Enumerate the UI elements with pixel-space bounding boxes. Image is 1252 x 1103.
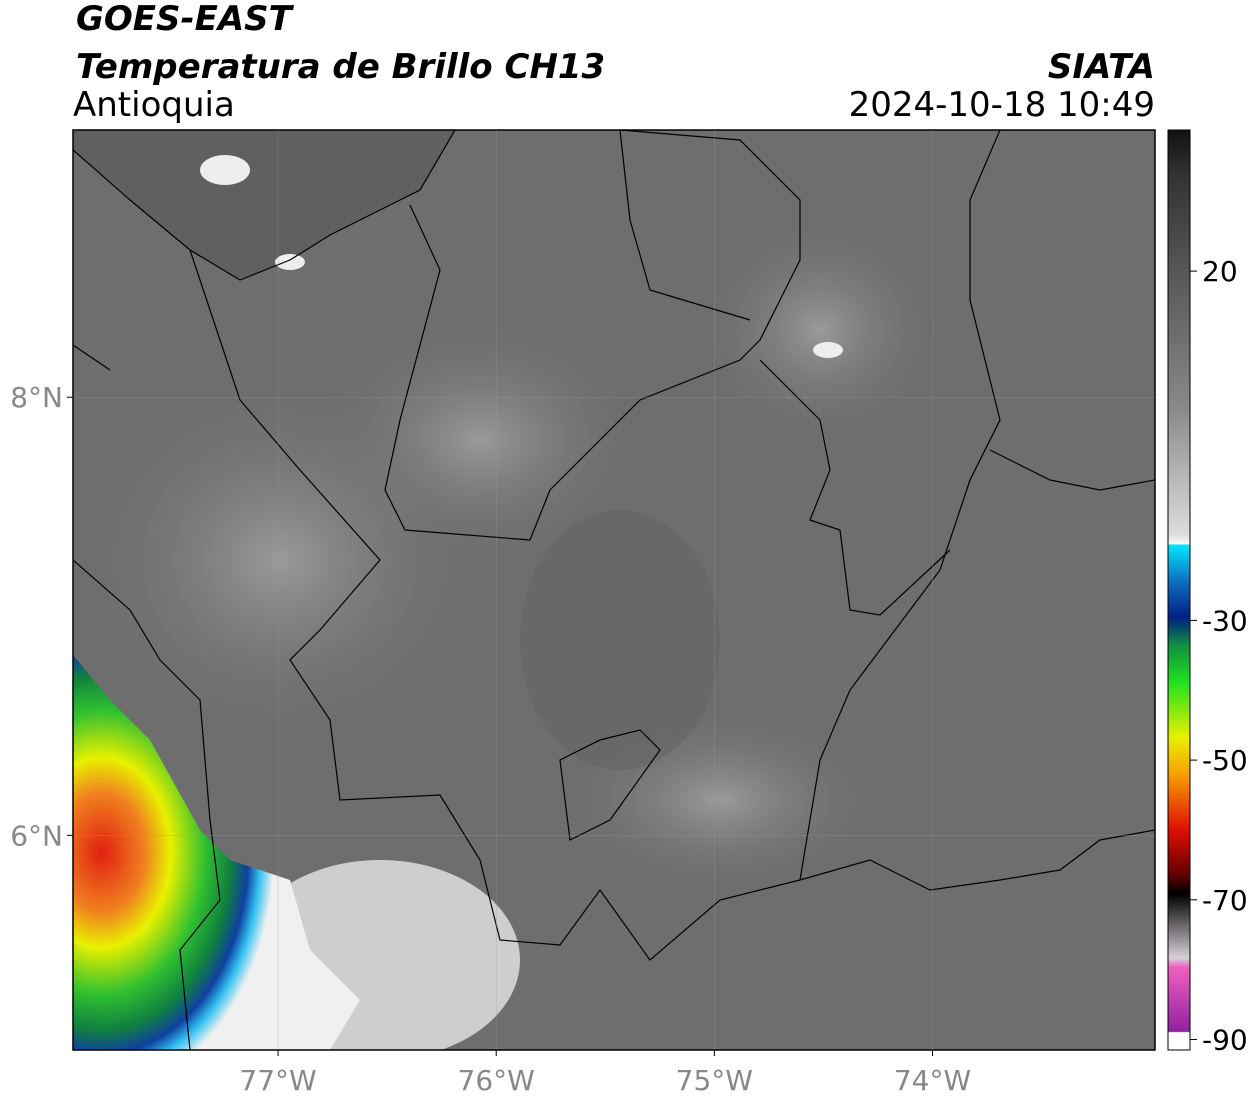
- region: Antioquia: [73, 85, 235, 125]
- source: SIATA: [1048, 47, 1155, 87]
- lon-label: 74°W: [894, 1064, 971, 1097]
- colorbar-label: -70: [1202, 884, 1248, 917]
- satellite-image: [73, 130, 1155, 1050]
- colorbar-label: -30: [1202, 604, 1248, 637]
- colorbar: [1167, 129, 1191, 1051]
- lon-label: 75°W: [676, 1064, 753, 1097]
- colorbar-label: -50: [1202, 744, 1248, 777]
- lat-label: 6°N: [10, 819, 63, 852]
- lat-label: 8°N: [10, 381, 63, 414]
- colorbar-label: -90: [1202, 1024, 1248, 1057]
- map-frame: [72, 129, 1156, 1051]
- title: GOES-EAST: [76, 0, 295, 39]
- subtitle: Temperatura de Brillo CH13: [76, 47, 605, 87]
- lon-label: 77°W: [239, 1064, 316, 1097]
- colorbar-label: 20: [1202, 255, 1238, 288]
- timestamp: 2024-10-18 10:49: [849, 85, 1155, 125]
- lon-label: 76°W: [458, 1064, 535, 1097]
